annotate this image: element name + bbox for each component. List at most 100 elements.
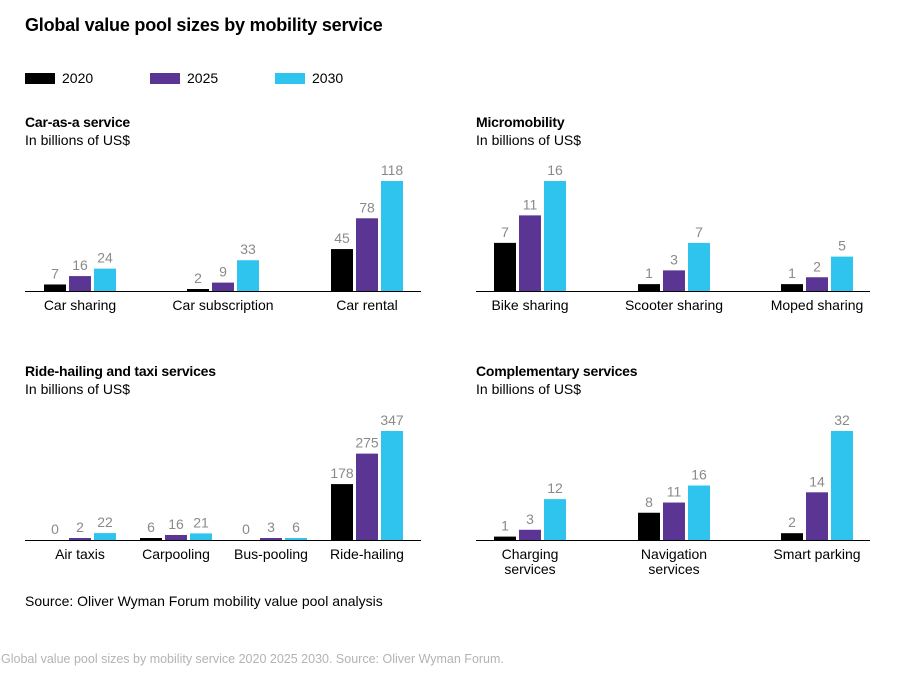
bar-2-1-2020 <box>140 538 162 540</box>
value-label-0-0-2020: 7 <box>51 265 59 281</box>
value-label-1-1-2025: 3 <box>670 251 678 267</box>
bar-1-1-2025 <box>663 270 685 291</box>
category-label-2-1: Carpooling <box>142 546 210 562</box>
category-label-3-1-0: Navigation <box>641 546 707 562</box>
value-label-0-2-2030: 118 <box>381 162 404 178</box>
value-label-2-0-2025: 2 <box>76 519 84 535</box>
value-label-3-1-2030: 16 <box>691 467 707 483</box>
page-title: Global value pool sizes by mobility serv… <box>25 15 383 35</box>
panel-title-complementary-services: Complementary services <box>476 363 638 379</box>
bar-0-0-2025 <box>69 276 91 291</box>
category-label-3-2: Smart parking <box>773 546 860 562</box>
value-label-0-2-2020: 45 <box>334 230 350 246</box>
legend: 2020 2025 2030 <box>25 68 400 88</box>
bar-3-0-2020 <box>494 536 516 540</box>
bar-0-1-2030 <box>237 260 259 291</box>
value-label-1-1-2030: 7 <box>695 224 703 240</box>
bar-3-1-2030 <box>688 485 710 540</box>
bar-3-0-2030 <box>544 499 566 540</box>
category-label-3-1-1: services <box>648 561 699 577</box>
value-label-2-1-2020: 6 <box>147 519 155 535</box>
bar-1-0-2020 <box>494 242 516 291</box>
legend-swatch-2020 <box>25 72 55 84</box>
bar-0-1-2020 <box>187 289 209 291</box>
bar-1-1-2030 <box>688 242 710 291</box>
panel-subtitle-complementary-services: In billions of US$ <box>476 381 582 397</box>
category-label-1-0: Bike sharing <box>491 297 568 313</box>
bar-3-2-2020 <box>781 533 803 540</box>
value-label-3-0-2025: 3 <box>526 511 534 527</box>
bar-0-2-2025 <box>356 218 378 291</box>
panel-subtitle-ride-hailing: In billions of US$ <box>25 381 131 397</box>
value-label-1-2-2025: 2 <box>813 258 821 274</box>
value-label-2-3-2025: 275 <box>355 435 379 451</box>
value-label-1-0-2030: 16 <box>547 162 563 178</box>
bar-0-1-2025 <box>212 282 234 291</box>
value-label-1-0-2025: 11 <box>523 196 538 212</box>
value-label-0-2-2025: 78 <box>359 199 375 215</box>
bar-1-1-2020 <box>638 284 660 291</box>
category-label-2-3: Ride-hailing <box>330 546 404 562</box>
value-label-3-2-2025: 14 <box>809 473 825 489</box>
bar-2-3-2025 <box>356 453 378 540</box>
category-label-2-2: Bus-pooling <box>234 546 308 562</box>
bar-3-2-2025 <box>806 492 828 540</box>
panel-title-car-as-a-service: Car-as-a service <box>25 114 130 130</box>
bar-2-3-2020 <box>331 484 353 540</box>
value-label-3-0-2020: 1 <box>501 518 509 534</box>
value-label-1-1-2020: 1 <box>645 265 653 281</box>
legend-label-2025: 2025 <box>187 70 219 86</box>
panel-subtitle-car-as-a-service: In billions of US$ <box>25 132 131 148</box>
bar-2-0-2030 <box>94 533 116 540</box>
value-label-0-1-2030: 33 <box>240 241 256 257</box>
category-label-3-0-1: services <box>504 561 555 577</box>
value-label-1-2-2030: 5 <box>838 238 846 254</box>
bar-2-2-2030 <box>285 538 307 540</box>
category-label-2-0: Air taxis <box>55 546 105 562</box>
category-label-1-2: Moped sharing <box>771 297 864 313</box>
panel-title-micromobility: Micromobility <box>476 114 565 130</box>
panel-subtitle-micromobility: In billions of US$ <box>476 132 582 148</box>
value-label-1-0-2020: 7 <box>501 224 509 240</box>
source-note: Source: Oliver Wyman Forum mobility valu… <box>25 593 383 609</box>
bar-1-0-2030 <box>544 181 566 291</box>
value-label-0-1-2020: 2 <box>194 270 202 286</box>
value-label-2-2-2025: 3 <box>267 519 275 535</box>
bar-0-2-2020 <box>331 249 353 291</box>
bar-1-2-2020 <box>781 284 803 291</box>
legend-swatch-2030 <box>275 72 305 84</box>
legend-label-2020: 2020 <box>62 70 94 86</box>
value-label-0-0-2030: 24 <box>97 250 113 266</box>
value-label-2-3-2020: 178 <box>330 465 354 481</box>
figure-caption: Global value pool sizes by mobility serv… <box>1 652 504 666</box>
bar-2-2-2025 <box>260 538 282 540</box>
bar-0-2-2030 <box>381 181 403 291</box>
value-label-2-0-2020: 0 <box>51 521 59 537</box>
bar-1-2-2030 <box>831 256 853 291</box>
category-label-3-0-0: Charging <box>502 546 559 562</box>
legend-label-2030: 2030 <box>312 70 344 86</box>
legend-item-2025: 2025 <box>150 70 275 86</box>
value-label-2-2-2030: 6 <box>292 519 300 535</box>
value-label-2-1-2030: 21 <box>193 514 209 530</box>
bar-1-2-2025 <box>806 277 828 291</box>
value-label-3-1-2020: 8 <box>645 494 653 510</box>
category-label-0-2: Car rental <box>336 297 397 313</box>
bar-2-1-2025 <box>165 534 187 540</box>
legend-item-2020: 2020 <box>25 70 150 86</box>
bar-2-3-2030 <box>381 431 403 540</box>
value-label-2-2-2020: 0 <box>242 521 250 537</box>
value-label-3-1-2025: 11 <box>667 484 682 500</box>
value-label-2-0-2030: 22 <box>97 514 113 530</box>
value-label-0-0-2025: 16 <box>72 257 88 273</box>
value-label-3-0-2030: 12 <box>547 480 563 496</box>
bar-3-1-2020 <box>638 512 660 540</box>
panel-title-ride-hailing: Ride-hailing and taxi services <box>25 363 216 379</box>
legend-swatch-2025 <box>150 72 180 84</box>
bar-0-0-2030 <box>94 268 116 291</box>
bar-3-0-2025 <box>519 529 541 540</box>
bar-2-1-2030 <box>190 533 212 540</box>
bar-1-0-2025 <box>519 215 541 291</box>
category-label-1-1: Scooter sharing <box>625 297 723 313</box>
